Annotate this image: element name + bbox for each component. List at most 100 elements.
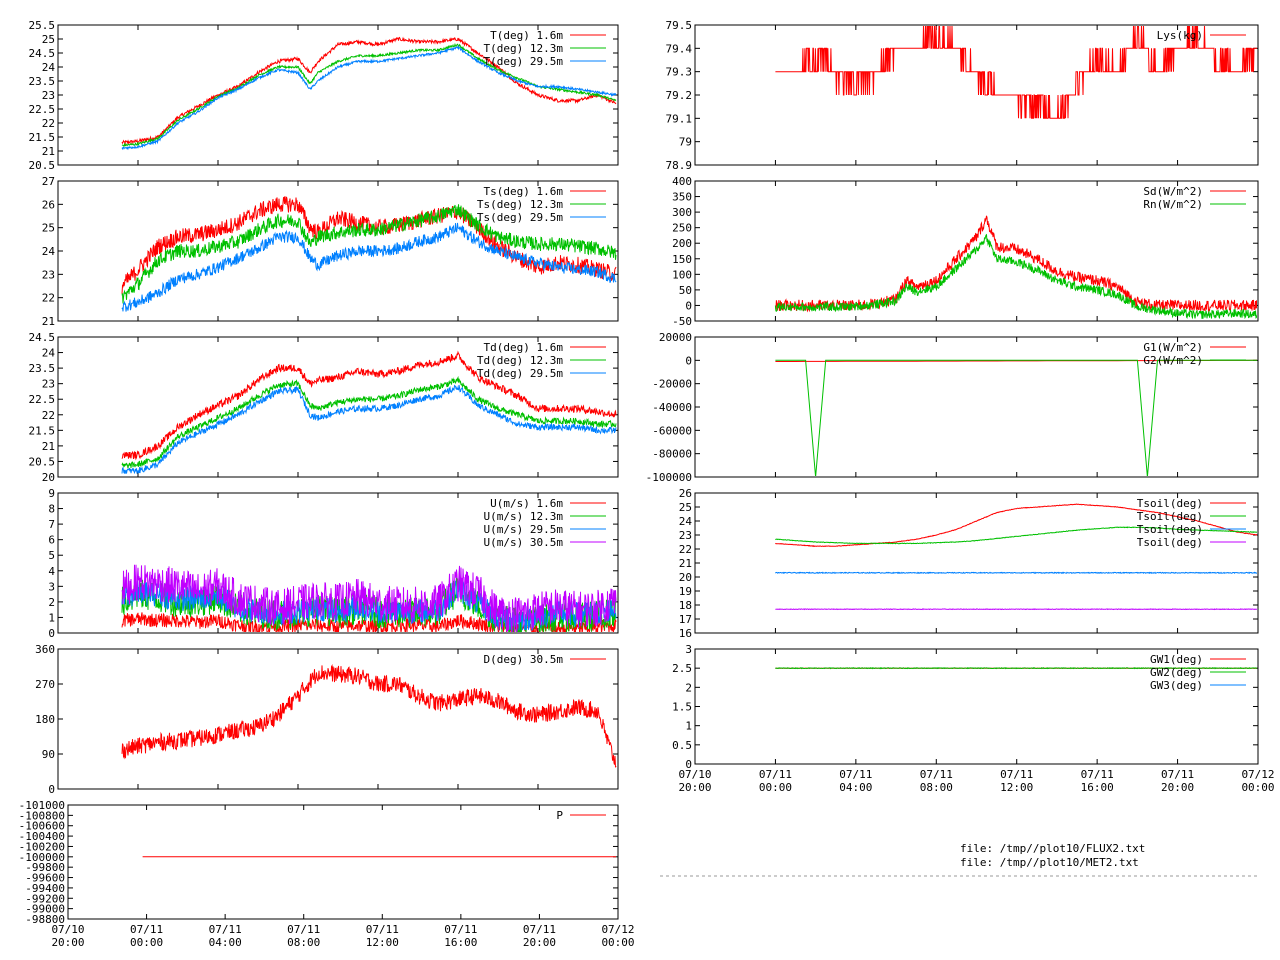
panel-wind-direction: 0 90 180 270 360 D(deg) 30.5m: [35, 643, 619, 796]
plot-frame: [67, 804, 619, 920]
x-tick-label: 04:00: [839, 781, 872, 794]
y-tick-label: 22.5: [29, 393, 56, 406]
series-line-blue: [121, 222, 617, 312]
y-tick-label: -99000: [25, 903, 65, 916]
y-tick-label: 23: [679, 529, 692, 542]
series-line-red: [121, 196, 617, 294]
y-tick-label: 0: [685, 758, 692, 771]
series-line-purple: [775, 608, 1257, 611]
x-tick-label: 07/11: [130, 923, 163, 936]
y-tick-label: 21: [42, 440, 55, 453]
y-tick-label: 25.5: [29, 19, 56, 32]
series-line-green: [121, 204, 617, 304]
y-tick-label: 350: [672, 191, 692, 204]
x-tick-label: 07/11: [1081, 768, 1114, 781]
series-line-red: [121, 36, 617, 146]
series-line-green: [121, 375, 617, 469]
footer-file-met: file: /tmp//plot10/MET2.txt: [960, 856, 1139, 869]
legend-label: T(deg) 12.3m: [484, 42, 564, 55]
x-tick-label: 00:00: [1241, 781, 1274, 794]
legend-label: Ts(deg) 12.3m: [477, 198, 563, 211]
x-tick-label: 07/11: [920, 768, 953, 781]
y-tick-label: 22: [42, 117, 55, 130]
y-tick-label: 23: [42, 378, 55, 391]
series-group: [121, 663, 617, 768]
legend-label: Td(deg) 1.6m: [484, 341, 564, 354]
legend-label: Ts(deg) 29.5m: [477, 211, 563, 224]
y-tick-label: 23: [42, 268, 55, 281]
plot-frame: [694, 180, 1259, 322]
y-tick-label: -80000: [652, 448, 692, 461]
series-line-blue: [121, 384, 617, 475]
y-tick-label: 0: [48, 783, 55, 796]
y-tick-label: 1: [48, 611, 55, 624]
x-tick-label: 07/11: [1000, 768, 1033, 781]
y-tick-label: 24: [42, 347, 56, 360]
x-tick-label: 00:00: [601, 936, 634, 949]
y-tick-label: 3: [685, 643, 692, 656]
legend-label: Td(deg) 29.5m: [477, 367, 563, 380]
x-tick-label: 07/11: [366, 923, 399, 936]
x-tick-label: 08:00: [287, 936, 320, 949]
x-tick-label: 07/12: [1241, 768, 1274, 781]
y-tick-label: 5: [48, 549, 55, 562]
x-tick-label: 00:00: [759, 781, 792, 794]
x-tick-label: 07/11: [839, 768, 872, 781]
y-tick-label: -99200: [25, 892, 65, 905]
y-tick-label: 22: [679, 543, 692, 556]
legend-label: U(m/s) 12.3m: [484, 510, 564, 523]
y-tick-label: 300: [672, 206, 692, 219]
plot-frame: [694, 24, 1259, 166]
y-tick-label: 25: [42, 222, 55, 235]
y-tick-label: 3: [48, 580, 55, 593]
x-tick-label: 16:00: [1081, 781, 1114, 794]
y-tick-label: 1: [685, 720, 692, 733]
y-tick-label: 79: [679, 136, 692, 149]
series-group: [121, 36, 617, 151]
panel-radiation: -50 0 50 100 150 200 250 300 350 400 Sd(W/m^2)Rn(W…: [672, 175, 1259, 328]
y-tick-label: -100800: [19, 809, 65, 822]
y-tick-label: 25: [679, 501, 692, 514]
y-tick-label: -99800: [25, 861, 65, 874]
legend-label: Sd(W/m^2): [1143, 185, 1203, 198]
legend-label: T(deg) 1.6m: [490, 29, 563, 42]
legend-label: Ts(deg) 1.6m: [484, 185, 564, 198]
y-tick-label: 200: [672, 237, 692, 250]
series-group: [775, 503, 1257, 611]
y-tick-label: 24: [42, 245, 56, 258]
series-line-green: [775, 666, 1257, 670]
legend-label: GW2(deg): [1150, 666, 1203, 679]
y-tick-label: 1.5: [672, 701, 692, 714]
y-tick-label: 270: [35, 678, 55, 691]
x-tick-label: 07/11: [523, 923, 556, 936]
series-line-green: [775, 526, 1257, 545]
y-tick-label: 24.5: [29, 331, 56, 344]
y-tick-label: 2.5: [672, 662, 692, 675]
series-line-blue: [121, 44, 617, 151]
panel-groundwater: 00.511.522.5307/1020:0007/1100:0007/1104…: [672, 643, 1274, 794]
series-group: [121, 564, 617, 632]
x-tick-label: 07/11: [209, 923, 242, 936]
y-tick-label: 9: [48, 487, 55, 500]
legend-label: U(m/s) 30.5m: [484, 536, 564, 549]
y-tick-label: 24: [42, 61, 56, 74]
panel-dew-temp: 20 20.5 21 21.5 22 22.5 23 23.5 24 24.5 Td(deg) 1.…: [29, 331, 619, 484]
y-tick-label: -50: [672, 315, 692, 328]
y-tick-label: 17: [679, 613, 692, 626]
series-group: [121, 196, 617, 312]
y-tick-label: 24.5: [29, 47, 56, 60]
y-tick-label: -98800: [25, 913, 65, 926]
y-tick-label: 21: [42, 145, 55, 158]
y-tick-label: 79.4: [666, 42, 693, 55]
series-line-red: [775, 503, 1257, 548]
x-tick-label: 07/10: [51, 923, 84, 936]
y-tick-label: -40000: [652, 401, 692, 414]
y-tick-label: 7: [48, 518, 55, 531]
y-tick-label: 21: [679, 557, 692, 570]
y-tick-label: 21.5: [29, 131, 56, 144]
x-tick-label: 07/11: [1161, 768, 1194, 781]
x-tick-label: 07/11: [444, 923, 477, 936]
y-tick-label: 22: [42, 292, 55, 305]
